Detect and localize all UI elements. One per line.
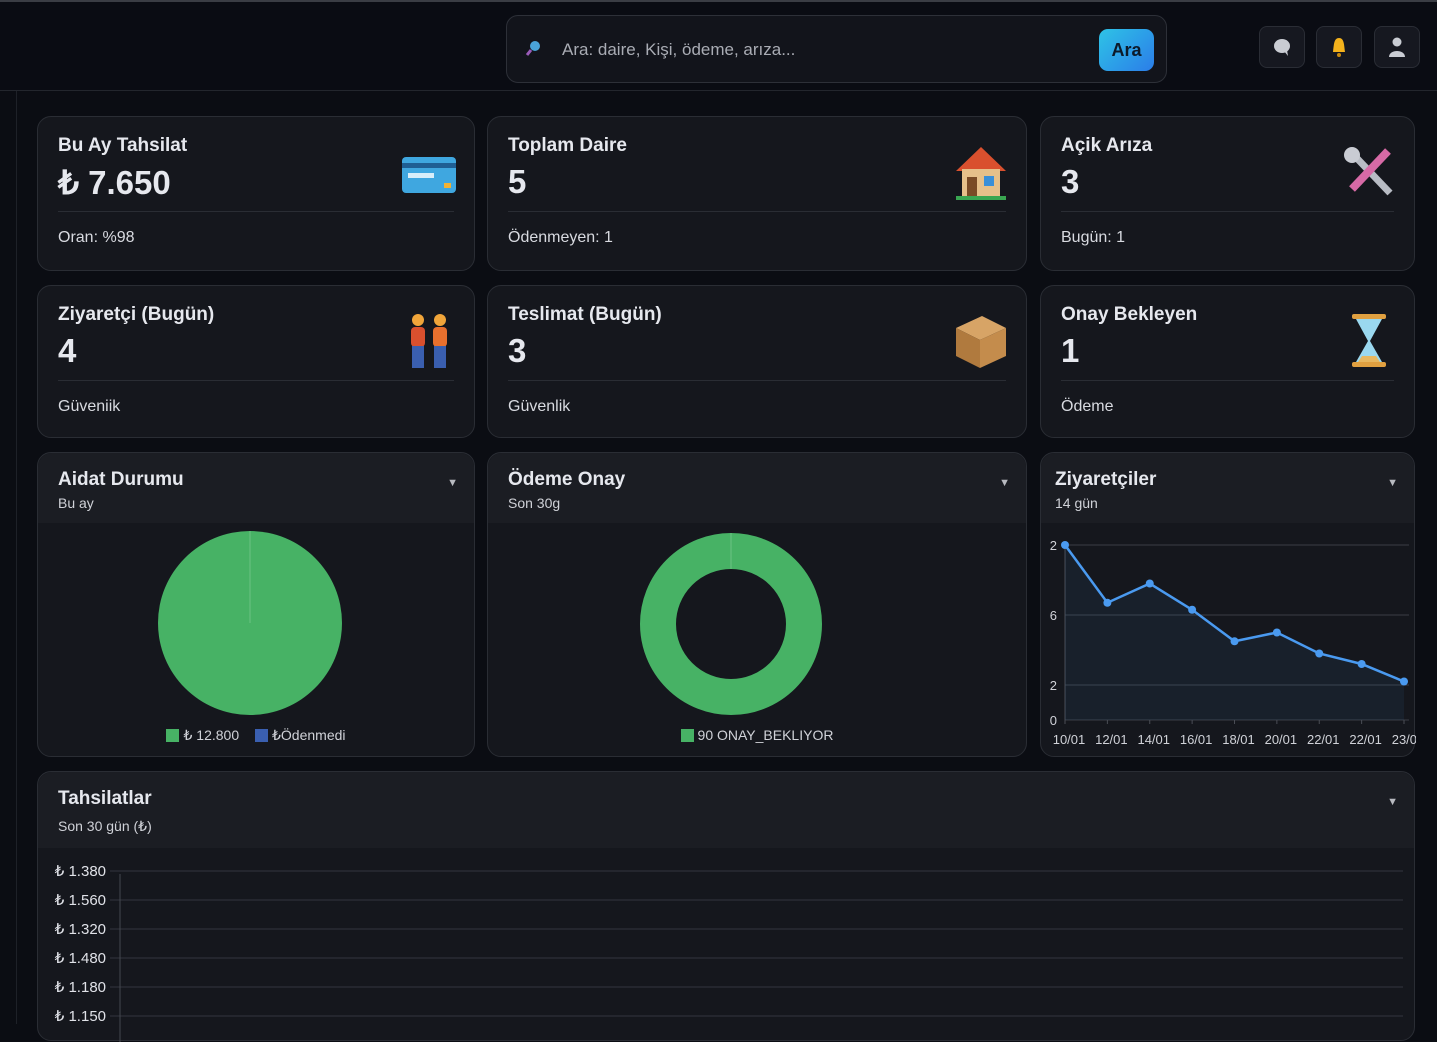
panel-subtitle: Son 30 gün (₺)	[58, 818, 152, 834]
y-tick-label: ₺ 1.150	[55, 1008, 106, 1025]
profile-button[interactable]	[1374, 26, 1420, 68]
panel-title: Ziyaretçiler	[1055, 469, 1157, 490]
y-tick-label: 6	[1050, 608, 1057, 623]
data-point	[1272, 628, 1281, 637]
stat-title: Onay Bekleyen	[1061, 304, 1198, 325]
stat-sub: Güveniik	[58, 398, 121, 415]
search-bar: Ara	[506, 15, 1167, 83]
x-tick-label: 18/01	[1222, 732, 1255, 747]
stat-sub: Oran: %98	[58, 229, 135, 246]
aidat-pie-chart	[158, 531, 342, 715]
stat-sub: Ödenmeyen: 1	[508, 229, 613, 246]
tahsilat-line-chart: ₺ 1.380 ₺ 1.560 ₺ 1.320 ₺ 1.480 ₺ 1.180 ₺ 1.1…	[55, 863, 1403, 1042]
stat-title: Ziyaretçi (Bugün)	[58, 304, 215, 325]
people-icon	[411, 314, 447, 368]
data-point	[1230, 637, 1239, 646]
notifications-button[interactable]	[1316, 26, 1362, 68]
hourglass-icon	[1352, 314, 1386, 367]
panel-subtitle: Bu ay	[58, 495, 94, 511]
stat-card-ziyaretci: Ziyaretçi (Bugün) 4 Güveniik	[37, 285, 475, 438]
user-icon	[1389, 37, 1405, 57]
data-point	[1357, 660, 1366, 668]
credit-card-icon	[402, 157, 456, 193]
house-icon	[956, 147, 1006, 200]
y-tick-label: ₺ 1.320	[55, 921, 106, 938]
top-bar: Ara	[0, 0, 1437, 91]
data-point	[1188, 605, 1197, 614]
stat-card-onay: Onay Bekleyen 1 Ödeme	[1040, 285, 1415, 438]
x-tick-label: 22/01	[1307, 732, 1340, 747]
panel-menu-toggle[interactable]: ▼	[999, 477, 1010, 489]
y-tick-label: ₺ 1.480	[55, 950, 106, 967]
panel-title: Aidat Durumu	[58, 469, 184, 490]
x-tick-label: 14/01	[1137, 732, 1170, 747]
x-tick-label: 22/01	[1349, 732, 1382, 747]
search-input[interactable]	[562, 36, 1082, 64]
package-icon	[956, 316, 1006, 368]
sidebar-divider	[16, 91, 17, 1024]
stat-title: Açik Arıza	[1061, 135, 1153, 156]
panel-menu-toggle[interactable]: ▼	[1387, 477, 1398, 489]
panel-odeme-onay: Ödeme Onay Son 30g ▼ 90 ONAY_BEKLIYOR	[487, 452, 1027, 757]
panel-ziyaretciler: Ziyaretçiler 14 gün ▼ 0 2 6 2 10/01 12/01 14/01 1…	[1040, 452, 1416, 757]
panel-menu-toggle[interactable]: ▼	[447, 477, 458, 489]
tools-icon	[1344, 147, 1393, 196]
x-tick-label: 23/01	[1392, 732, 1416, 747]
x-tick-label: 10/01	[1053, 732, 1086, 747]
y-tick-label: ₺ 1.380	[55, 863, 106, 880]
stat-value: 1	[1061, 332, 1080, 369]
search-button[interactable]: Ara	[1099, 29, 1154, 71]
stat-title: Teslimat (Bugün)	[508, 304, 662, 325]
panel-menu-toggle[interactable]: ▼	[1387, 796, 1398, 808]
stat-sub: Ödeme	[1061, 398, 1114, 415]
x-tick-label: 20/01	[1265, 732, 1298, 747]
bell-icon	[1333, 38, 1345, 57]
chart-legend: ₺ 12.800 ₺Ödenmedi	[38, 727, 474, 744]
legend-item[interactable]: ₺Ödenmedi	[255, 727, 346, 743]
stat-title: Toplam Daire	[508, 135, 627, 156]
stat-title: Bu Ay Tahsilat	[58, 135, 188, 156]
line-area	[1065, 545, 1404, 720]
stat-card-daire: Toplam Daire 5 Ödenmeyen: 1	[487, 116, 1027, 271]
chat-icon	[1274, 39, 1290, 56]
stat-card-ariza: Açik Arıza 3 Bugün: 1	[1040, 116, 1415, 271]
ziyaretci-line-chart: 0 2 6 2 10/01 12/01 14/01 16/01 18/01 20/01 22/01 2…	[1050, 538, 1416, 747]
panel-subtitle: Son 30g	[508, 495, 561, 511]
onay-donut-chart	[640, 533, 822, 715]
stat-card-tahsilat: Bu Ay Tahsilat ₺ 7.650 Oran: %98	[37, 116, 475, 271]
panel-subtitle: 14 gün	[1055, 495, 1098, 511]
stat-value: 5	[508, 163, 527, 200]
chat-button[interactable]	[1259, 26, 1305, 68]
stat-value: 4	[58, 332, 77, 369]
panel-aidat: Aidat Durumu Bu ay ▼ ₺ 12.800 ₺Ödenmedi	[37, 452, 475, 757]
stat-value: 3	[1061, 163, 1080, 200]
y-tick-label: 2	[1050, 538, 1057, 553]
x-tick-label: 16/01	[1180, 732, 1213, 747]
data-point	[1315, 649, 1324, 658]
chart-legend: 90 ONAY_BEKLIYOR	[488, 727, 1026, 743]
data-point	[1400, 677, 1408, 686]
stat-sub: Bugün: 1	[1061, 229, 1126, 246]
y-tick-label: 2	[1050, 678, 1057, 693]
panel-title: Ödeme Onay	[508, 469, 626, 490]
y-tick-label: ₺ 1.560	[55, 892, 106, 909]
y-tick-label: ₺ 1.180	[55, 979, 106, 996]
panel-title: Tahsilatlar	[58, 788, 152, 809]
data-point	[1061, 541, 1069, 549]
panel-tahsilatlar: Tahsilatlar Son 30 gün (₺) ▼ ₺ 1.380 ₺ 1.56…	[37, 771, 1415, 1042]
pie-slice	[640, 533, 822, 715]
x-tick-label: 12/01	[1095, 732, 1128, 747]
stat-card-teslimat: Teslimat (Bugün) 3 Güvenlik	[487, 285, 1027, 438]
stat-value: 3	[508, 332, 527, 369]
pie-slice	[158, 531, 342, 715]
data-point	[1103, 598, 1112, 607]
legend-item[interactable]: ₺ 12.800	[166, 727, 239, 743]
search-icon	[525, 41, 540, 56]
stat-sub: Güvenlik	[508, 398, 571, 415]
data-point	[1145, 579, 1154, 588]
legend-item[interactable]: 90 ONAY_BEKLIYOR	[680, 727, 833, 743]
stat-value: ₺ 7.650	[58, 164, 171, 201]
y-tick-label: 0	[1050, 713, 1057, 728]
